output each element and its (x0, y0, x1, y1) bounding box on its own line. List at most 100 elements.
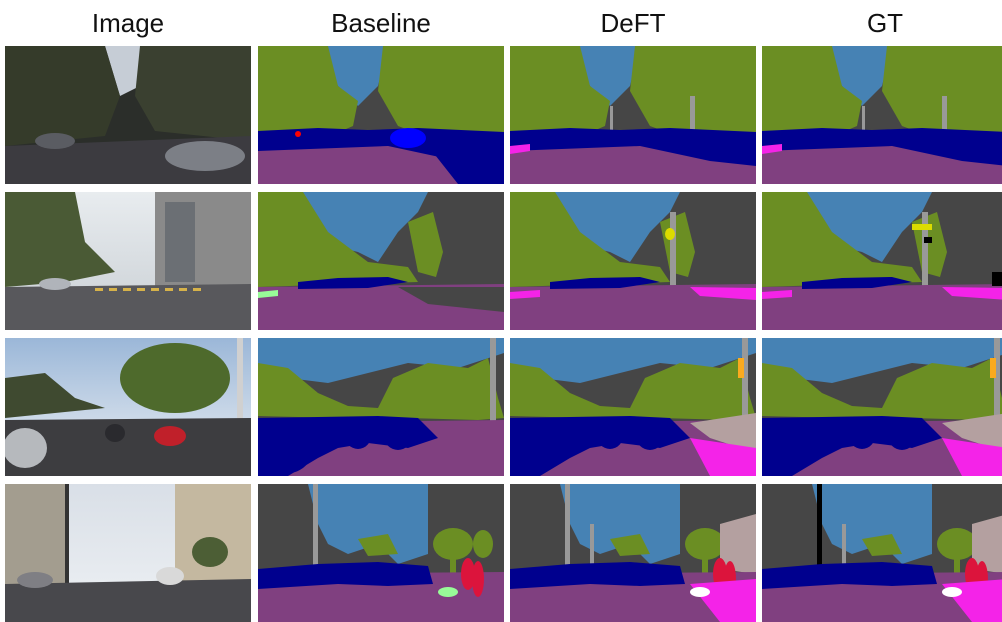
vegetation-region (378, 46, 504, 141)
column-header-deft: DeFT (600, 8, 666, 38)
gt-row-1 (762, 46, 1002, 184)
pole-region (610, 106, 613, 136)
car-area (105, 424, 125, 442)
car-region (510, 562, 685, 589)
segmentation-map (762, 192, 1002, 330)
photo (5, 46, 251, 184)
segmentation-map (258, 192, 504, 330)
sidewalk-region (510, 290, 540, 299)
road-area (5, 284, 251, 330)
traffic-sign-region (912, 224, 932, 230)
vegetation-region (510, 358, 756, 420)
pole-region (565, 484, 570, 594)
vegetation-region (450, 544, 456, 579)
car-area (154, 426, 186, 446)
baseline-row-1 (258, 46, 504, 184)
vegetation-region (358, 534, 398, 556)
car-region (636, 422, 664, 450)
segmentation-map (762, 46, 1002, 184)
gt-row-3 (762, 338, 1002, 476)
column-header-baseline: Baseline (331, 8, 431, 38)
sidewalk-region (942, 287, 1002, 300)
sky-region (570, 46, 640, 106)
sidewalk-region (690, 287, 756, 300)
pole-region (690, 96, 695, 141)
car-area (165, 141, 245, 171)
wall-region (972, 515, 1002, 574)
vegetation-region (954, 544, 960, 579)
segmentation-map (510, 484, 756, 622)
pole-region (922, 212, 928, 292)
tree-area (135, 46, 251, 141)
crosswalk-stripe (137, 288, 145, 291)
pole-region (994, 338, 1000, 476)
crosswalk-stripe (165, 288, 173, 291)
pole-region (313, 484, 318, 594)
car-area (156, 567, 184, 585)
car-region (513, 431, 557, 475)
deft-row-1 (510, 46, 756, 184)
road-area (5, 579, 251, 622)
tree-area (120, 343, 230, 413)
image-row-3 (5, 338, 251, 476)
segmentation-map (510, 192, 756, 330)
road-region (762, 284, 1002, 330)
person-region (472, 561, 484, 597)
segmentation-map (258, 484, 504, 622)
segmentation-map (510, 338, 756, 476)
image-row-1 (5, 46, 251, 184)
photo (5, 484, 251, 622)
tree-area (5, 373, 105, 418)
car-area (35, 133, 75, 149)
building-area (165, 202, 195, 282)
road-area (5, 418, 251, 476)
segmentation-map (762, 338, 1002, 476)
sky-region (762, 338, 1002, 383)
car-region (258, 562, 433, 589)
sidewalk-region (690, 438, 756, 476)
pole-region (862, 106, 865, 136)
crosswalk-stripe (109, 288, 117, 291)
region (942, 587, 962, 597)
car-region (848, 417, 876, 449)
vegetation-region (258, 46, 358, 146)
sidewalk-region (762, 144, 782, 154)
pole-region (742, 338, 748, 476)
traffic-sign-region (665, 228, 675, 240)
pole-region (490, 338, 496, 476)
car-region (550, 277, 660, 289)
pole-region (590, 524, 594, 564)
traffic-sign-region (924, 237, 932, 243)
deft-row-2 (510, 192, 756, 330)
pole-region (817, 484, 822, 594)
sky-region (318, 46, 388, 106)
deft-row-3 (510, 338, 756, 476)
crosswalk-stripe (179, 288, 187, 291)
region (690, 587, 710, 597)
pole-region (942, 96, 947, 141)
car-region (762, 128, 1002, 166)
building-area (175, 484, 251, 584)
wall-region (942, 413, 1002, 452)
car-area (17, 572, 53, 588)
car-area (5, 428, 47, 468)
sidewalk-region (942, 438, 1002, 476)
road-region (510, 284, 756, 330)
vegetation-region (762, 46, 862, 146)
column-header-image: Image (91, 8, 165, 38)
car-region (765, 431, 809, 475)
vegetation-region (882, 46, 1002, 141)
wall-region (690, 413, 756, 453)
crosswalk-stripe (193, 288, 201, 291)
tree-area (5, 46, 120, 146)
vegetation-region (510, 192, 670, 287)
vegetation-region (473, 530, 493, 558)
building-region (398, 287, 504, 312)
person-region (295, 131, 301, 137)
vegetation-region (258, 358, 504, 420)
pole-area (237, 338, 243, 476)
image-row-2 (5, 192, 251, 330)
pole-area (65, 484, 69, 594)
segmentation-map (258, 46, 504, 184)
crosswalk-stripe (123, 288, 131, 291)
